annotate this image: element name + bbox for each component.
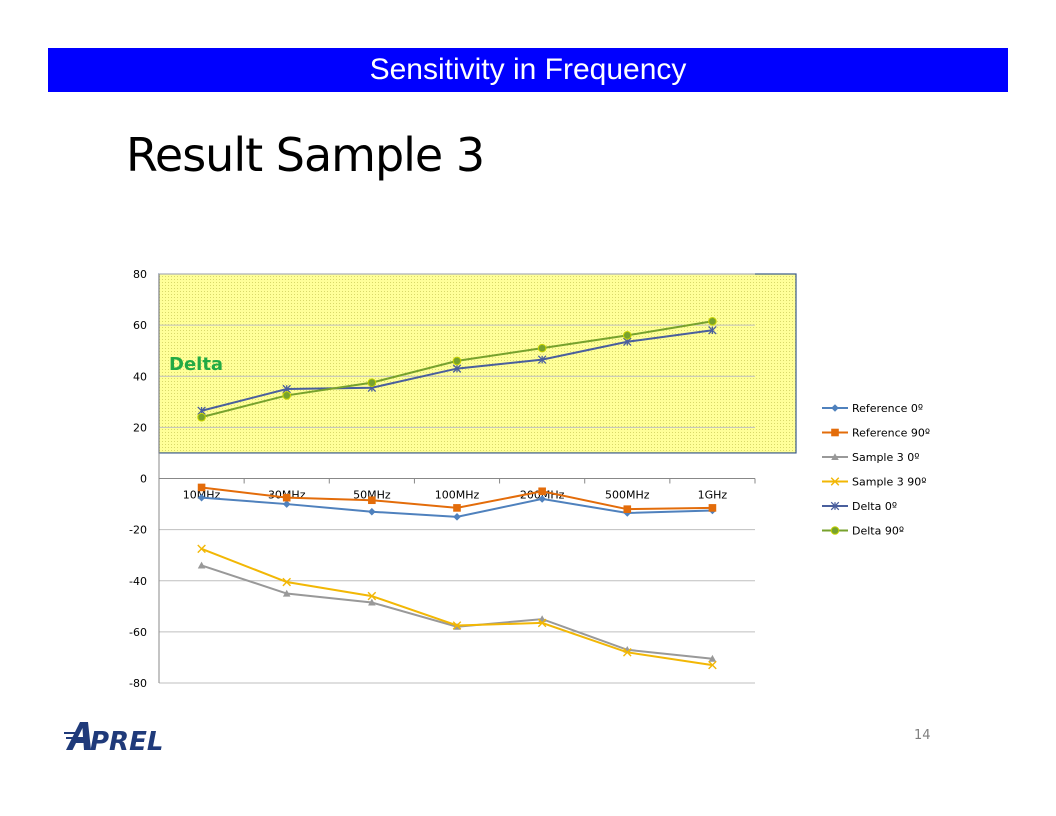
legend-label: Reference 0º [852, 402, 923, 415]
data-point [537, 343, 547, 353]
data-point [453, 513, 461, 521]
data-point [197, 561, 206, 569]
legend-marker [830, 526, 840, 535]
legend-label: Delta 90º [852, 525, 904, 538]
data-point [282, 577, 292, 587]
legend-entry: Sample 3 0º [822, 451, 919, 464]
series-line [201, 547, 713, 667]
aprel-logo: PREL [64, 722, 163, 756]
series-1 [197, 483, 717, 513]
y-tick-label: 0 [140, 473, 147, 486]
y-tick-label: 60 [133, 319, 147, 332]
data-point [708, 325, 717, 335]
data-point [623, 505, 632, 513]
slide-title: Result Sample 3 [126, 128, 485, 182]
y-tick-label: 20 [133, 421, 147, 434]
data-point [452, 356, 462, 366]
legend-label: Sample 3 0º [852, 451, 919, 464]
legend-marker [830, 501, 840, 511]
legend-entry: Delta 90º [822, 525, 904, 538]
y-tick-label: -40 [129, 575, 147, 588]
legend-marker [831, 453, 839, 461]
data-point [368, 507, 376, 516]
series-3 [197, 544, 717, 670]
y-tick-label: 40 [133, 370, 147, 383]
legend-marker [830, 477, 840, 486]
delta-annotation: Delta [169, 354, 223, 375]
y-tick-label: 80 [133, 268, 147, 281]
legend-marker [831, 404, 839, 412]
legend-entry: Sample 3 90º [822, 476, 926, 489]
legend-marker [831, 428, 839, 437]
data-point [537, 618, 547, 628]
data-point [367, 378, 377, 387]
data-point [708, 660, 717, 670]
legend-label: Reference 90º [852, 427, 930, 440]
legend-label: Sample 3 90º [852, 476, 926, 489]
data-point [197, 544, 206, 554]
data-point [452, 364, 462, 373]
svg-text:PREL: PREL [90, 727, 163, 756]
data-point [537, 355, 547, 364]
y-tick-label: -60 [129, 626, 147, 639]
delta-highlight-region [158, 273, 797, 454]
data-point [282, 391, 292, 400]
data-point [538, 487, 546, 496]
data-point [708, 504, 717, 512]
y-tick-label: -80 [129, 677, 147, 690]
x-tick-label: 1GHz [698, 489, 728, 502]
legend-entry: Reference 90º [822, 427, 930, 440]
data-point [282, 500, 291, 508]
series-5 [197, 316, 717, 422]
x-tick-label: 500MHz [605, 489, 650, 502]
data-point [368, 598, 376, 606]
legend-entry: Delta 0º [822, 500, 897, 513]
data-point [197, 493, 206, 502]
data-point [538, 495, 546, 503]
data-point [452, 621, 462, 630]
data-point [282, 589, 291, 597]
data-point [367, 591, 377, 601]
legend-entry: Reference 0º [822, 402, 923, 415]
y-tick-label: -20 [129, 524, 147, 537]
page-number: 14 [914, 728, 931, 743]
data-point [622, 331, 632, 340]
data-point [282, 493, 291, 502]
data-point [197, 412, 206, 422]
x-tick-label: 50MHz [353, 489, 391, 502]
data-point [708, 316, 717, 326]
x-tick-label: 100MHz [435, 489, 480, 502]
banner-title: Sensitivity in Frequency [48, 48, 1008, 92]
data-point [453, 504, 461, 512]
series-4 [197, 325, 717, 416]
data-point [197, 483, 206, 492]
data-point [368, 496, 376, 505]
data-point [708, 654, 717, 662]
data-point [622, 648, 632, 657]
legend-label: Delta 0º [852, 500, 897, 513]
